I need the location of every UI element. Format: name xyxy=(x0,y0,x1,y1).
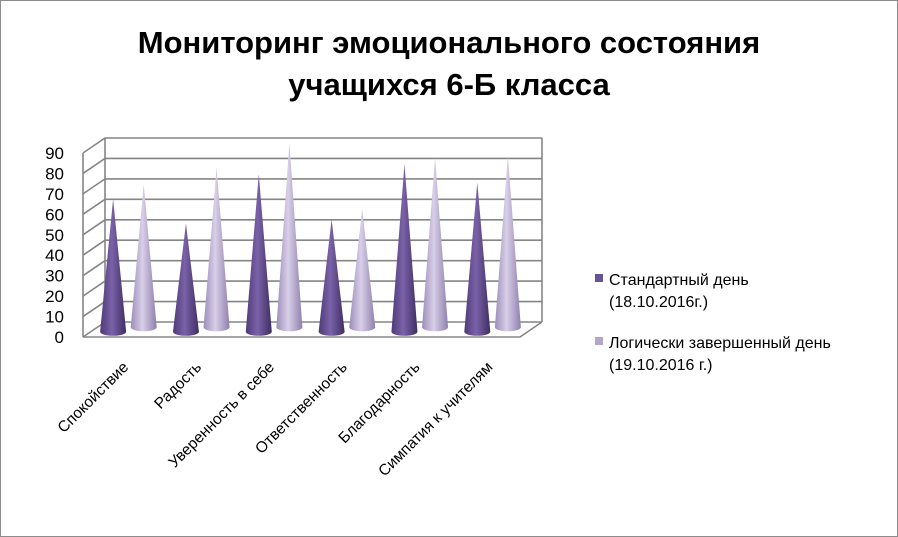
legend-label-1-0: Логически завершенный день xyxy=(609,335,831,352)
gridline-7 xyxy=(82,178,542,195)
y-tick-label-8: 80 xyxy=(45,164,64,183)
cone-0-1 xyxy=(172,223,199,336)
cone-0-2 xyxy=(245,174,272,336)
cone-1-5 xyxy=(494,155,521,332)
legend-label-0-0: Стандартный день xyxy=(609,272,749,289)
cone-1-3 xyxy=(349,208,376,332)
legend-swatch-0 xyxy=(595,274,603,282)
cone-0-5 xyxy=(464,182,491,336)
y-tick-label-5: 50 xyxy=(45,226,64,245)
chart-title-line-2: учащихся 6-Б класса xyxy=(288,67,610,102)
gridline-6 xyxy=(82,198,542,215)
cone-1-2 xyxy=(276,143,303,332)
cone-1-4 xyxy=(422,157,449,332)
cone-0-0 xyxy=(100,198,127,336)
y-tick-label-0: 0 xyxy=(55,328,64,347)
y-tick-label-2: 20 xyxy=(45,287,64,306)
cone-0-3 xyxy=(318,219,345,336)
cone-0-4 xyxy=(391,164,418,336)
legend-swatch-1 xyxy=(595,337,603,345)
floor-front-edge xyxy=(83,321,543,338)
legend-label-0-1: (18.10.2016г.) xyxy=(609,294,708,311)
chart-title-line-1: Мониторинг эмоционального состояния xyxy=(137,25,761,60)
y-tick-label-1: 10 xyxy=(45,308,64,327)
x-tick-label-0: Спокойствие xyxy=(55,359,133,437)
y-tick-label-6: 60 xyxy=(45,205,64,224)
y-tick-label-9: 90 xyxy=(45,144,64,163)
gridline-9 xyxy=(82,137,542,154)
gridline-8 xyxy=(82,157,542,175)
y-tick-label-3: 30 xyxy=(45,267,64,286)
cone-1-1 xyxy=(203,167,230,332)
legend-label-1-1: (19.10.2016 г.) xyxy=(609,357,713,374)
cone-1-0 xyxy=(130,184,157,332)
y-tick-label-7: 70 xyxy=(45,185,64,204)
y-tick-label-4: 40 xyxy=(45,246,64,265)
x-tick-label-1: Радость xyxy=(151,359,205,413)
chart-title: Мониторинг эмоционального состояния учащ… xyxy=(0,22,898,106)
